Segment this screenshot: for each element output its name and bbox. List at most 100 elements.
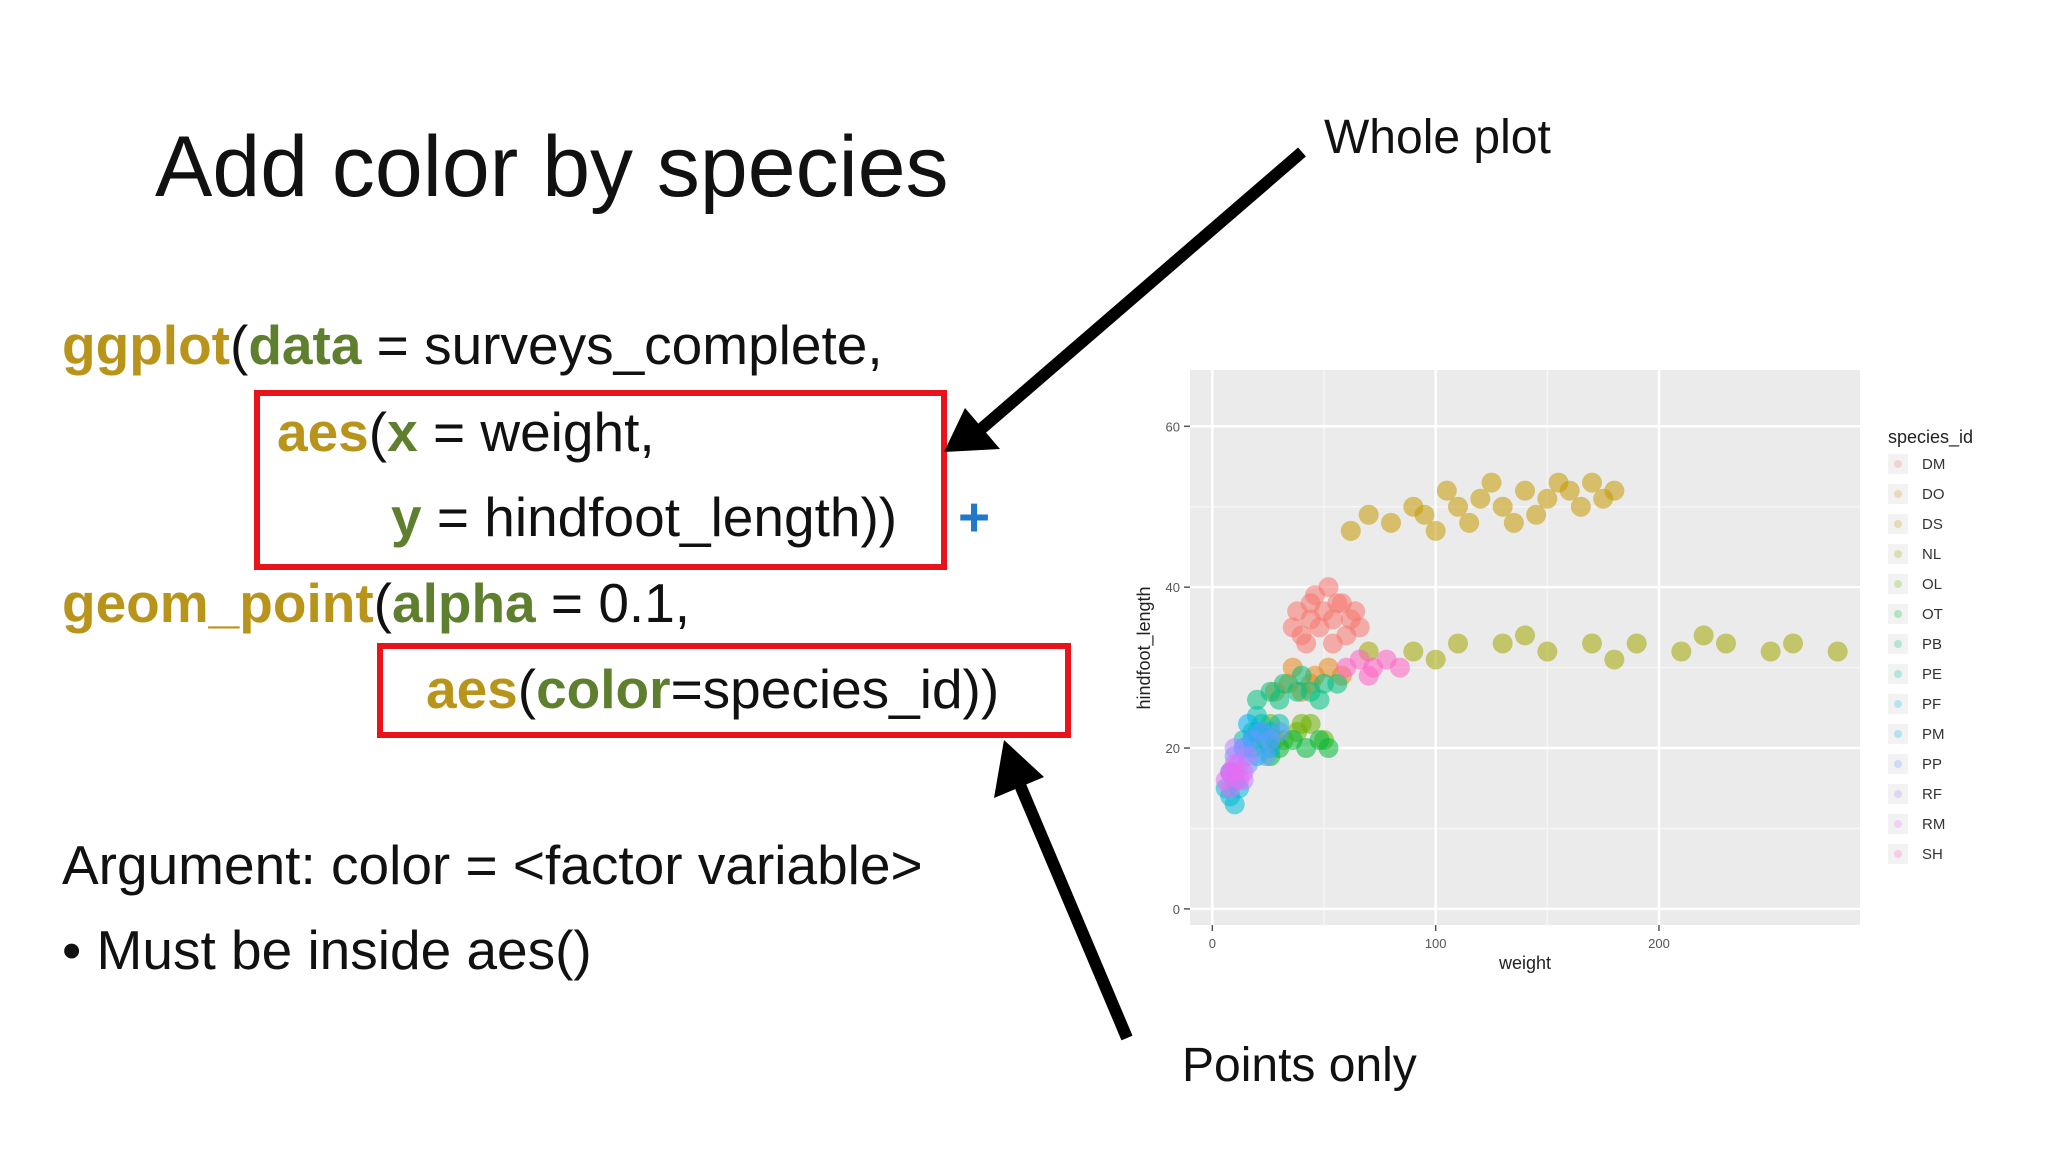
code-plus-operator: + <box>958 486 991 548</box>
data-point-ds <box>1503 512 1524 533</box>
data-point-dm <box>1322 633 1343 654</box>
code-text: = surveys_complete, <box>361 314 883 376</box>
legend-swatch-pe <box>1894 670 1902 678</box>
legend-label-rm: RM <box>1922 816 1945 833</box>
code-color-arg: color <box>536 658 671 720</box>
arrow-points-only-line <box>1014 782 1133 1041</box>
code-line-2: aes(x = weight, <box>277 405 655 460</box>
legend-layer: DM DO DS NL OL OT PB PE PF PM PP RF RM SH <box>1888 454 1945 864</box>
points-layer <box>1215 472 1848 815</box>
legend-key-do <box>1888 484 1908 504</box>
data-point-ds <box>1526 504 1547 525</box>
axis-layer: 0 100 200 0 20 40 60 <box>1166 419 1670 951</box>
data-point-sh <box>1389 657 1410 678</box>
legend-swatch-ot <box>1894 610 1902 618</box>
legend-label-do: DO <box>1922 486 1945 503</box>
code-ggplot-fn: ggplot <box>62 314 230 376</box>
code-line-5: aes(color=species_id)) <box>426 662 999 717</box>
data-point-ds <box>1537 488 1558 509</box>
legend-swatch-rm <box>1894 820 1902 828</box>
legend-key-nl <box>1888 544 1908 564</box>
data-point-nl <box>1492 633 1513 654</box>
data-point-nl <box>1693 625 1714 646</box>
arrow-whole-plot-head <box>944 408 1000 452</box>
code-paren: ( <box>368 401 388 463</box>
legend-key-ol <box>1888 574 1908 594</box>
data-point-ot <box>1318 738 1339 759</box>
legend-swatch-pm <box>1894 730 1902 738</box>
data-point-sh <box>1358 665 1379 686</box>
data-point-nl <box>1760 641 1781 662</box>
data-point-nl <box>1403 641 1424 662</box>
data-point-nl <box>1537 641 1558 662</box>
x-tick-label: 100 <box>1425 936 1447 951</box>
data-point-ds <box>1340 520 1361 541</box>
data-point-nl <box>1604 649 1625 670</box>
bullet-text: • Must be inside aes() <box>62 919 592 981</box>
x-tick-label: 0 <box>1209 936 1216 951</box>
data-point-dm <box>1345 601 1366 622</box>
legend-label-pb: PB <box>1922 636 1942 653</box>
legend-key-pb <box>1888 634 1908 654</box>
plot-panel <box>1190 370 1860 925</box>
highlight-box-global-aes <box>254 390 947 570</box>
legend-label-pp: PP <box>1922 756 1942 773</box>
code-text: = weight, <box>417 401 655 463</box>
legend-key-rm <box>1888 814 1908 834</box>
code-line-3: y = hindfoot_length)) <box>391 490 897 545</box>
legend-label-dm: DM <box>1922 456 1945 473</box>
data-point-ds <box>1492 496 1513 517</box>
code-paren: ( <box>229 314 249 376</box>
legend-title: species_id <box>1888 427 1973 448</box>
legend-label-ot: OT <box>1922 606 1943 623</box>
y-tick-label: 0 <box>1173 902 1180 917</box>
code-line-4: geom_point(alpha = 0.1, <box>62 576 690 631</box>
data-point-rm <box>1220 778 1241 799</box>
data-point-pp <box>1255 746 1276 767</box>
data-point-nl <box>1448 633 1468 654</box>
y-tick-label: 60 <box>1166 419 1180 434</box>
data-point-pb <box>1291 665 1312 686</box>
legend-label-ds: DS <box>1922 516 1943 533</box>
data-point-nl <box>1582 633 1602 654</box>
code-y-arg: y <box>391 486 422 548</box>
data-point-dm <box>1296 633 1317 654</box>
legend-swatch-rf <box>1894 790 1902 798</box>
arrow-points-only-head <box>994 740 1044 798</box>
data-point-nl <box>1515 625 1535 646</box>
data-point-pb <box>1269 689 1290 710</box>
code-x-arg: x <box>387 401 418 463</box>
legend-key-sh <box>1888 844 1908 864</box>
data-point-dm <box>1282 617 1303 638</box>
legend-label-rf: RF <box>1922 786 1942 803</box>
data-point-ds <box>1470 488 1491 509</box>
data-point-nl <box>1827 641 1848 662</box>
code-data-arg: data <box>248 314 362 376</box>
legend-key-pm <box>1888 724 1908 744</box>
data-point-nl <box>1626 633 1647 654</box>
data-point-rf <box>1224 738 1245 759</box>
arrow-whole-plot-line <box>976 147 1306 435</box>
code-geom-point-fn: geom_point <box>62 572 374 634</box>
data-point-ds <box>1515 480 1535 501</box>
legend-swatch-ds <box>1894 520 1902 528</box>
legend-label-pm: PM <box>1922 726 1945 743</box>
legend-key-rf <box>1888 784 1908 804</box>
legend-key-pf <box>1888 694 1908 714</box>
legend-label-sh: SH <box>1922 846 1943 863</box>
legend-swatch-do <box>1894 490 1902 498</box>
legend-key-pe <box>1888 664 1908 684</box>
data-point-dm <box>1349 617 1370 638</box>
data-point-ds <box>1358 504 1379 525</box>
data-point-ds <box>1381 512 1401 533</box>
legend-label-ol: OL <box>1922 576 1942 593</box>
legend-swatch-pb <box>1894 640 1902 648</box>
data-point-nl <box>1671 641 1692 662</box>
legend-swatch-sh <box>1894 850 1902 858</box>
legend-swatch-dm <box>1894 460 1902 468</box>
argument-text: Argument: color = <factor variable> <box>62 834 923 896</box>
data-point-ds <box>1425 520 1446 541</box>
slide-title: Add color by species <box>155 119 949 215</box>
legend-swatch-nl <box>1894 550 1902 558</box>
legend-swatch-ol <box>1894 580 1902 588</box>
